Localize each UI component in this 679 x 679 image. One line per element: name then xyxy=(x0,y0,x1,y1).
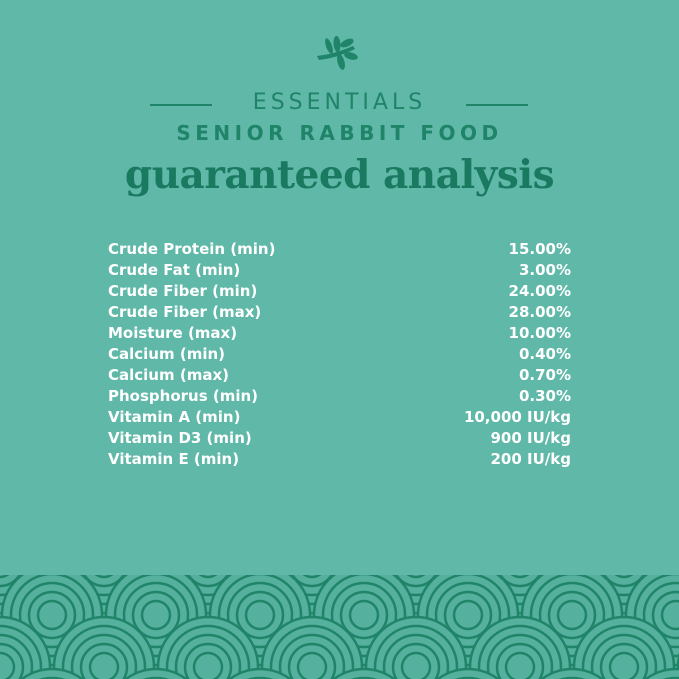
nutrient-value: 200 IU/kg xyxy=(490,450,572,468)
analysis-row: Vitamin E (min) 200 IU/kg xyxy=(108,449,571,470)
analysis-row: Calcium (max) 0.70% xyxy=(108,365,571,386)
nutrient-label: Moisture (max) xyxy=(108,324,238,342)
analysis-row: Crude Protein (min) 15.00% xyxy=(108,239,571,260)
nutrient-value: 3.00% xyxy=(518,261,571,279)
nutrient-value: 10,000 IU/kg xyxy=(463,408,571,426)
nutrient-label: Vitamin D3 (min) xyxy=(108,429,252,447)
nutrient-label: Crude Fat (min) xyxy=(108,261,241,279)
brand-name: ESSENTIALS xyxy=(252,90,427,115)
divider-right xyxy=(466,104,528,106)
nutrient-label: Crude Fiber (min) xyxy=(108,282,258,300)
nutrient-label: Vitamin A (min) xyxy=(108,408,241,426)
analysis-row: Crude Fiber (max) 28.00% xyxy=(108,302,571,323)
analysis-row: Calcium (min) 0.40% xyxy=(108,344,571,365)
nutrient-label: Calcium (max) xyxy=(108,366,229,384)
nutrient-value: 0.30% xyxy=(518,387,571,405)
analysis-table: Crude Protein (min) 15.00% Crude Fat (min)… xyxy=(108,239,571,470)
analysis-row: Phosphorus (min) 0.30% xyxy=(108,386,571,407)
nutrient-value: 10.00% xyxy=(508,324,571,342)
nutrient-label: Crude Fiber (max) xyxy=(108,303,262,321)
nutrient-label: Crude Protein (min) xyxy=(108,240,276,258)
analysis-row: Moisture (max) 10.00% xyxy=(108,323,571,344)
nutrient-value: 24.00% xyxy=(508,282,571,300)
analysis-row: Vitamin D3 (min) 900 IU/kg xyxy=(108,428,571,449)
nutrient-label: Calcium (min) xyxy=(108,345,225,363)
page-title: guaranteed analysis xyxy=(124,152,555,198)
leaf-icon xyxy=(317,36,358,70)
nutrient-value: 28.00% xyxy=(508,303,571,321)
analysis-row: Crude Fat (min) 3.00% xyxy=(108,260,571,281)
analysis-row: Vitamin A (min) 10,000 IU/kg xyxy=(108,407,571,428)
nutrient-value: 15.00% xyxy=(508,240,571,258)
wave-pattern xyxy=(0,575,679,679)
nutrient-label: Phosphorus (min) xyxy=(108,387,259,405)
nutrient-label: Vitamin E (min) xyxy=(108,450,240,468)
product-name: SENIOR RABBIT FOOD xyxy=(176,121,503,145)
divider-left xyxy=(150,104,212,106)
nutrient-value: 0.40% xyxy=(518,345,571,363)
nutrient-value: 900 IU/kg xyxy=(490,429,572,447)
analysis-row: Crude Fiber (min) 24.00% xyxy=(108,281,571,302)
nutrient-value: 0.70% xyxy=(518,366,571,384)
